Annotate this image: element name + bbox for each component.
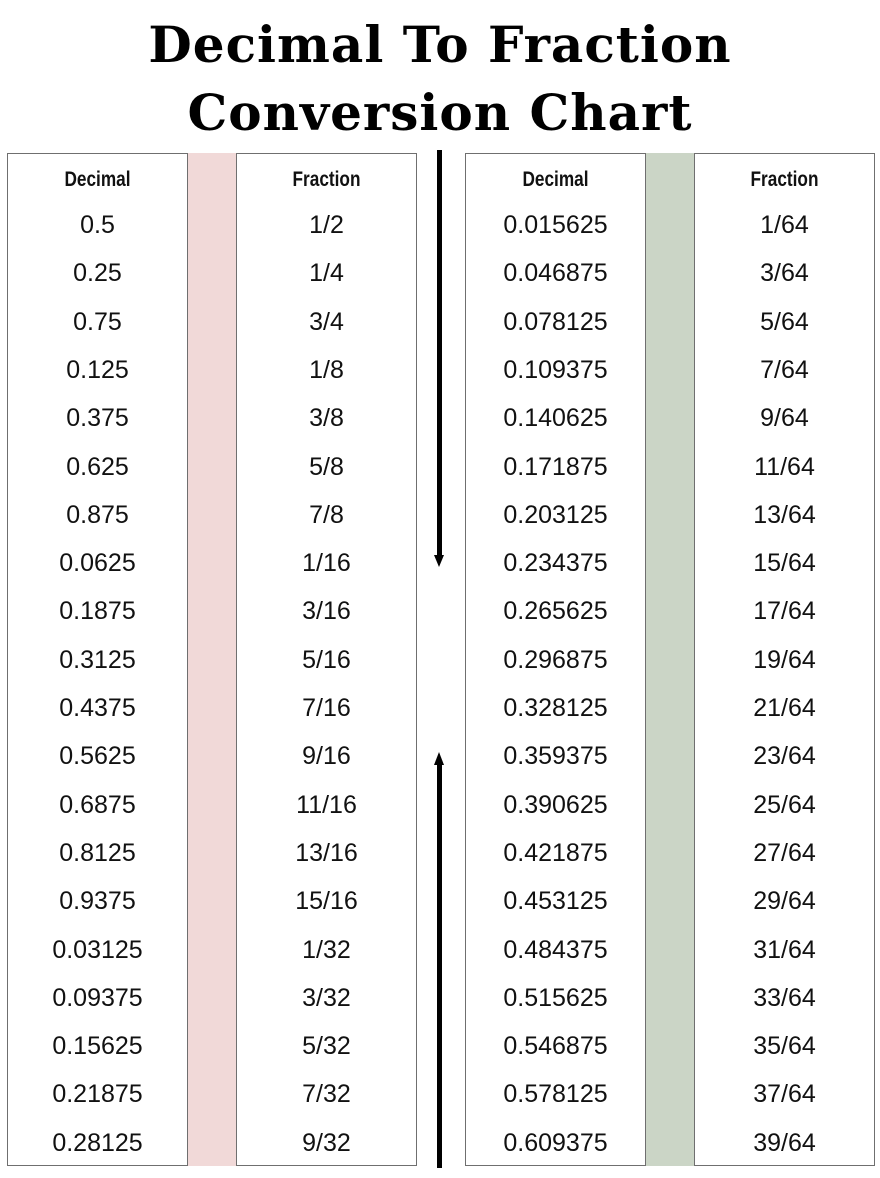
- left-fraction-cell: 9/16: [302, 742, 351, 771]
- right-fraction-cell: 29/64: [753, 887, 816, 916]
- right-fraction-cell: 33/64: [753, 983, 816, 1012]
- left-decimal-cell: 0.1875: [59, 597, 136, 626]
- page-title-line-2: Conversion Chart: [187, 83, 693, 142]
- right-decimal-cell: 0.328125: [503, 694, 608, 722]
- left-fraction-cell: 7/32: [302, 1080, 351, 1109]
- left-decimal-header: Decimal: [64, 168, 131, 191]
- left-decimal-cell: 0.8125: [59, 838, 136, 867]
- left-decimal-cell: 0.875: [66, 500, 129, 529]
- right-decimal-cell: 0.109375: [503, 355, 608, 384]
- left-decimal-cell: 0.5625: [59, 742, 136, 771]
- left-fraction-cell: 11/16: [296, 790, 357, 819]
- right-decimal-cell: 0.265625: [503, 597, 608, 626]
- right-fraction-cell: 9/64: [760, 404, 809, 433]
- left-decimal-cell: 0.9375: [59, 887, 136, 916]
- right-fraction-cell: 15/64: [753, 549, 816, 578]
- right-fraction-cell: 3/64: [760, 259, 809, 288]
- right-decimal-cell: 0.078125: [503, 307, 608, 336]
- left-fraction-cell: 3/16: [302, 597, 351, 626]
- left-fraction-cell: 5/16: [302, 645, 351, 674]
- right-fraction-cell: 27/64: [753, 838, 816, 867]
- right-fraction-cell: 5/64: [760, 307, 809, 336]
- right-decimal-cell: 0.390625: [503, 790, 608, 819]
- left-decimal-cell: 0.09375: [52, 983, 143, 1012]
- left-fraction-cell: 1/16: [302, 549, 351, 578]
- right-fraction-cell: 19/64: [753, 645, 816, 674]
- right-fraction-cell: 25/64: [753, 790, 816, 819]
- left-fraction-cell: 3/8: [309, 404, 344, 433]
- center-divider-bottom: [437, 765, 442, 1168]
- center-divider-top: [437, 150, 442, 557]
- left-decimal-cell: 0.21875: [52, 1080, 143, 1109]
- left-fraction-cell: 1/4: [309, 259, 344, 288]
- left-decimal-cell: 0.25: [73, 259, 122, 288]
- right-fraction-cell: 21/64: [753, 694, 816, 722]
- right-decimal-cell: 0.515625: [503, 983, 608, 1012]
- right-decimal-cell: 0.421875: [503, 838, 608, 867]
- left-fraction-cell: 3/32: [302, 983, 351, 1012]
- left-fraction-column: Fraction 1/2 1/4 3/4 1/8 3/8 5/8 7/8 1/16 3/16 5/…: [236, 153, 417, 1166]
- right-decimal-cell: 0.015625: [503, 211, 608, 239]
- left-decimal-cell: 0.3125: [59, 645, 136, 674]
- left-decimal-cell: 0.15625: [52, 1032, 143, 1061]
- right-fraction-header: Fraction: [750, 168, 819, 191]
- left-decimal-cell: 0.5: [80, 211, 115, 239]
- left-decimal-cell: 0.625: [66, 452, 129, 481]
- arrow-up-icon: [434, 752, 444, 765]
- left-fraction-cell: 1/8: [309, 355, 344, 384]
- right-fraction-cell: 37/64: [753, 1080, 816, 1109]
- left-decimal-cell: 0.4375: [59, 694, 136, 722]
- left-fraction-cell: 7/16: [302, 694, 351, 722]
- left-decimal-cell: 0.28125: [52, 1128, 143, 1157]
- right-fraction-cell: 39/64: [753, 1128, 816, 1157]
- right-decimal-cell: 0.359375: [503, 742, 608, 771]
- left-decimal-cell: 0.6875: [59, 790, 136, 819]
- left-decimal-column: Decimal 0.5 0.25 0.75 0.125 0.375 0.625 0.875 0…: [7, 153, 188, 1166]
- left-fraction-header: Fraction: [292, 168, 361, 191]
- left-decimal-cell: 0.0625: [59, 549, 136, 578]
- right-decimal-cell: 0.171875: [503, 452, 608, 481]
- right-decimal-cell: 0.234375: [503, 549, 608, 578]
- left-fraction-cell: 5/32: [302, 1032, 351, 1061]
- left-accent-band: [188, 153, 236, 1166]
- right-fraction-cell: 35/64: [753, 1032, 816, 1061]
- right-decimal-cell: 0.546875: [503, 1032, 608, 1061]
- right-decimal-cell: 0.484375: [503, 935, 608, 964]
- right-decimal-cell: 0.296875: [503, 645, 608, 674]
- right-fraction-cell: 17/64: [753, 597, 816, 626]
- right-decimal-column: Decimal 0.015625 0.046875 0.078125 0.109375…: [465, 153, 646, 1166]
- right-fraction-cell: 13/64: [753, 500, 816, 529]
- right-decimal-header: Decimal: [522, 168, 589, 191]
- right-decimal-cell: 0.046875: [503, 259, 608, 288]
- left-decimal-cell: 0.375: [66, 404, 129, 433]
- left-decimal-cell: 0.125: [66, 355, 129, 384]
- left-fraction-cell: 7/8: [309, 500, 344, 529]
- left-fraction-cell: 1/32: [302, 935, 351, 964]
- right-accent-band: [646, 153, 694, 1166]
- left-fraction-cell: 1/2: [309, 211, 344, 239]
- right-fraction-cell: 31/64: [753, 935, 816, 964]
- right-fraction-cell: 1/64: [760, 211, 809, 239]
- left-decimal-cell: 0.75: [73, 307, 122, 336]
- right-decimal-cell: 0.609375: [503, 1128, 608, 1157]
- right-decimal-cell: 0.140625: [503, 404, 608, 433]
- right-decimal-cell: 0.578125: [503, 1080, 608, 1109]
- page-title-line-1: Decimal To Fraction: [148, 15, 732, 74]
- left-fraction-cell: 13/16: [295, 838, 358, 867]
- right-fraction-cell: 11/64: [754, 452, 815, 481]
- left-decimal-cell: 0.03125: [52, 935, 143, 964]
- left-fraction-cell: 3/4: [309, 307, 344, 336]
- arrow-down-icon: [434, 555, 444, 567]
- left-fraction-cell: 15/16: [295, 887, 358, 916]
- right-decimal-cell: 0.203125: [503, 500, 608, 529]
- left-fraction-cell: 9/32: [302, 1128, 351, 1157]
- left-fraction-cell: 5/8: [309, 452, 344, 481]
- right-decimal-cell: 0.453125: [503, 887, 608, 916]
- right-fraction-column: Fraction 1/64 3/64 5/64 7/64 9/64 11/64 13/64 1…: [694, 153, 875, 1166]
- right-fraction-cell: 7/64: [760, 355, 809, 384]
- right-fraction-cell: 23/64: [753, 742, 816, 771]
